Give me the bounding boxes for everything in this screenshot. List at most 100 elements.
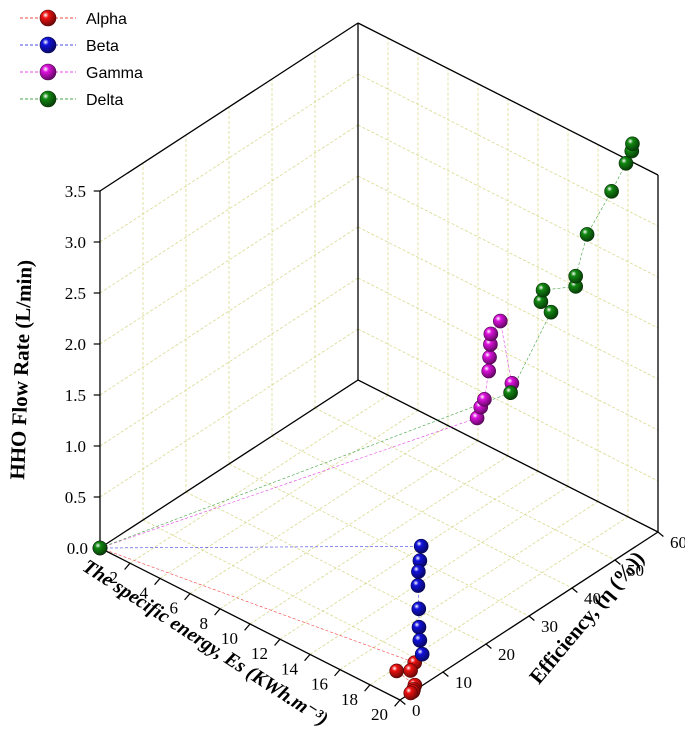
grid-line-z-back [357, 73, 659, 227]
x-tick-label: 8 [200, 614, 209, 633]
series-line-gamma [99, 320, 513, 549]
x-tick-label: 18 [341, 690, 358, 709]
y-tick-label: 60 [670, 533, 685, 552]
x-tick-label-mark [244, 623, 251, 631]
y-tick-label: 10 [455, 673, 472, 692]
legend-label-beta: Beta [86, 38, 119, 55]
z-tick-label: 1.0 [65, 437, 86, 456]
legend-marker-gamma [39, 63, 57, 81]
x-tick-label-mark [214, 608, 221, 616]
point-beta-8 [414, 646, 430, 662]
z-axis-title: HHO Flow Rate (L/min) [5, 259, 37, 480]
x-tick-label-mark [364, 684, 371, 692]
point-delta-9 [618, 155, 634, 171]
floor-wall [100, 380, 658, 700]
grid-line-x-floor [219, 440, 479, 610]
x-tick-label-mark [334, 669, 341, 677]
legend-label-alpha: Alpha [86, 11, 127, 28]
z-tick-label: 2.5 [65, 284, 86, 303]
legend-label-gamma: Gamma [86, 65, 143, 82]
point-beta-6 [411, 619, 427, 635]
y-tick-label-mark [485, 643, 492, 649]
grid-line-z-back [357, 175, 659, 329]
point-beta-5 [411, 601, 427, 617]
chart-points [92, 136, 640, 701]
legend-marker-delta [39, 90, 57, 108]
grid-line-z-left [99, 226, 359, 396]
point-delta-6 [568, 268, 584, 284]
x-tick-label: 14 [281, 659, 299, 678]
x-tick-label-mark [154, 578, 161, 586]
axis-edge [99, 22, 359, 192]
y-tick-label-mark [399, 699, 406, 705]
grid-line-y-floor [142, 519, 444, 673]
x-tick-label-mark [184, 593, 191, 601]
grid-line-x-floor [339, 501, 599, 670]
y-tick-label-mark [571, 587, 578, 593]
grid-line-z-back [357, 124, 659, 278]
back-wall [358, 23, 658, 532]
grid-line-z-back [357, 277, 659, 431]
point-gamma-4 [481, 363, 497, 379]
chart-walls [100, 23, 658, 700]
point-beta-7 [412, 633, 428, 648]
origin-tick-label: 0.0 [67, 539, 88, 558]
grid-line-z-left [99, 328, 359, 498]
y-tick-label: 0 [412, 701, 421, 720]
grid-line-z-left [99, 124, 359, 294]
grid-line-x-floor [249, 455, 509, 625]
y-tick-label: 20 [498, 645, 515, 664]
grid-line-x-floor [129, 394, 389, 564]
z-tick-label: 0.5 [65, 488, 86, 507]
y-tick-label: 40 [584, 589, 601, 608]
axis-edge [357, 379, 659, 533]
x-tick-label-mark [394, 699, 401, 707]
z-tick-label: 2.0 [65, 335, 86, 354]
point-gamma-8 [492, 313, 508, 329]
x-tick-label: 4 [140, 583, 149, 602]
x-tick-label-mark [124, 562, 131, 570]
grid-line-z-left [99, 277, 359, 447]
point-gamma-7 [483, 326, 499, 342]
z-tick-label: 1.5 [65, 386, 86, 405]
x-tick-label: 20 [371, 705, 388, 724]
grid-line-y-floor [271, 435, 573, 589]
point-gamma-3 [477, 392, 492, 407]
z-tick-label: 3.0 [65, 233, 86, 252]
legend-label-delta: Delta [86, 92, 123, 109]
y-tick-label-mark [442, 671, 449, 677]
grid-line-y-floor [314, 407, 616, 561]
y-tick-label-mark [528, 615, 535, 621]
point-gamma-5 [482, 349, 497, 365]
point-delta-4 [535, 282, 551, 298]
y-tick-label-mark [657, 531, 664, 537]
point-beta-4 [410, 578, 426, 593]
chart-legend: Alpha Beta Gamma Delta [20, 9, 143, 109]
point-delta-1 [503, 385, 518, 401]
left-wall [100, 23, 358, 548]
grid-line-z-left [99, 175, 359, 345]
chart-tick-labels: 0.5 1.0 1.5 2.0 2.5 3.0 3.5 2 4 6 8 10 12 14 16 18 20 0 10… [65, 182, 685, 724]
legend-marker-beta [39, 36, 57, 54]
z-tick-label: 3.5 [65, 182, 86, 201]
point-beta-3 [411, 564, 426, 579]
x-tick-label: 10 [221, 629, 238, 648]
point-delta-0 [92, 540, 108, 556]
x-tick-label-mark [304, 654, 311, 662]
y-tick-label: 50 [627, 561, 644, 580]
legend-marker-alpha [39, 9, 57, 27]
y-tick-label-mark [614, 559, 621, 565]
grid-line-z-back [357, 328, 659, 482]
x-tick-label-mark [274, 638, 281, 646]
x-tick-label: 6 [170, 599, 179, 618]
grid-line-y-floor [185, 491, 487, 645]
point-delta-11 [625, 136, 640, 152]
point-alpha-7 [403, 685, 419, 701]
x-tick-label: 12 [251, 644, 268, 663]
point-delta-7 [579, 227, 595, 242]
point-alpha-3 [389, 663, 404, 679]
axis-edge [357, 22, 659, 176]
point-alpha-2 [403, 663, 418, 678]
